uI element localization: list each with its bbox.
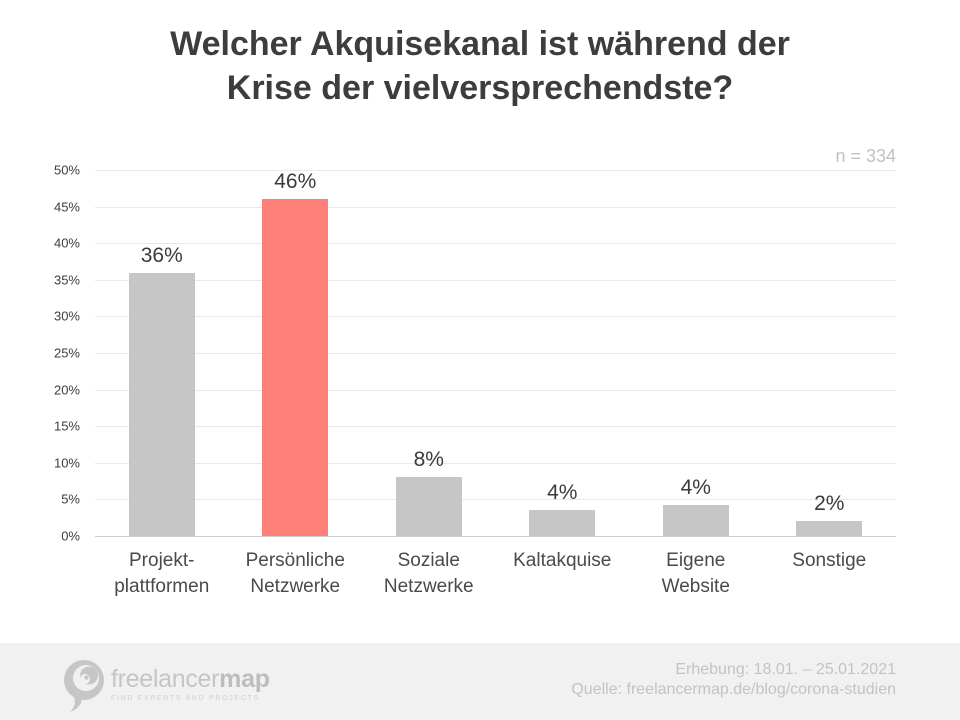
bar-persönliche-netzwerke (262, 199, 329, 536)
bar-value-label: 4% (680, 475, 711, 499)
brand-text-light: freelancer (111, 665, 220, 693)
gridline (95, 279, 896, 281)
category-label: Kaltakquise (513, 548, 611, 574)
brand-text-bold: map (219, 665, 270, 693)
brand-text: freelancermap (111, 666, 270, 692)
gridline (95, 389, 896, 391)
x-axis-line (95, 536, 896, 537)
sample-size-label: n = 334 (835, 146, 896, 166)
freelancermap-logo-icon (64, 660, 104, 712)
bar-sonstige (796, 520, 863, 536)
bar-value-label: 36% (140, 244, 183, 268)
y-axis-tick-label: 25% (53, 345, 80, 361)
bar-projekt--plattformen (128, 273, 195, 536)
category-label-line: Soziale (397, 550, 460, 571)
y-axis-tick-label: 20% (53, 382, 80, 398)
category-label-line: Netzwerke (383, 576, 474, 597)
freelancermap-logo: freelancermap FIND EXPERTS AND PROJECTS (62, 659, 270, 717)
bar-eigene-website (662, 504, 729, 536)
bar-kaltakquise (529, 509, 596, 536)
y-axis-tick-label: 40% (53, 235, 80, 251)
bar-value-label: 2% (814, 491, 845, 515)
footer: freelancermap FIND EXPERTS AND PROJECTS … (0, 643, 960, 720)
category-label: Soziale Netzwerke (384, 548, 474, 600)
category-label-line: Persönliche (245, 550, 345, 571)
category-label-line: plattformen (114, 576, 210, 597)
survey-period: Erhebung: 18.01. – 25.01.2021 (675, 661, 896, 678)
gridline (95, 316, 896, 318)
freelancermap-wordmark: freelancermap FIND EXPERTS AND PROJECTS (111, 666, 270, 702)
y-axis-tick-label: 30% (53, 308, 80, 324)
bar-value-label: 4% (547, 480, 578, 504)
chart-title: Welcher Akquisekanal ist während der Kri… (0, 22, 960, 110)
category-label-line: Kaltakquise (513, 550, 612, 571)
category-label: Persönliche Netzwerke (246, 548, 345, 600)
category-label-line: Website (661, 576, 730, 597)
y-axis-tick-label: 5% (61, 491, 80, 507)
gridline (95, 462, 896, 464)
chart-title-line-2: Krise der vielversprechendste? (226, 69, 734, 107)
gridline (95, 353, 896, 354)
category-label-line: Eigene (666, 550, 726, 571)
y-axis-tick-label: 10% (53, 455, 80, 471)
category-label-line: Projekt- (129, 550, 195, 571)
bar-value-label: 8% (413, 447, 444, 471)
category-label: Eigene Website (662, 548, 730, 600)
brand-tagline: FIND EXPERTS AND PROJECTS (111, 695, 260, 702)
y-axis-tick-label: 0% (61, 528, 80, 544)
category-label: Projekt-plattformen (114, 548, 209, 600)
gridline (95, 170, 896, 171)
bar-value-label: 46% (274, 170, 317, 194)
source-link: Quelle: freelancermap.de/blog/corona-stu… (571, 681, 896, 698)
category-label: Sonstige (792, 548, 866, 574)
gridline (95, 206, 896, 208)
gridline (95, 499, 896, 501)
bar-soziale-netzwerke (395, 476, 462, 536)
category-label-line: Sonstige (792, 550, 867, 571)
y-axis-tick-label: 50% (53, 162, 80, 178)
y-axis-tick-label: 15% (53, 418, 80, 434)
gridline (95, 426, 896, 428)
chart-title-line-1: Welcher Akquisekanal ist während der (170, 25, 790, 63)
footer-meta: Erhebung: 18.01. – 25.01.2021 Quelle: fr… (571, 660, 896, 700)
y-axis-tick-label: 45% (53, 199, 80, 215)
gridline (95, 243, 896, 245)
category-label-line: Netzwerke (250, 576, 341, 597)
y-axis-tick-label: 35% (53, 272, 80, 288)
